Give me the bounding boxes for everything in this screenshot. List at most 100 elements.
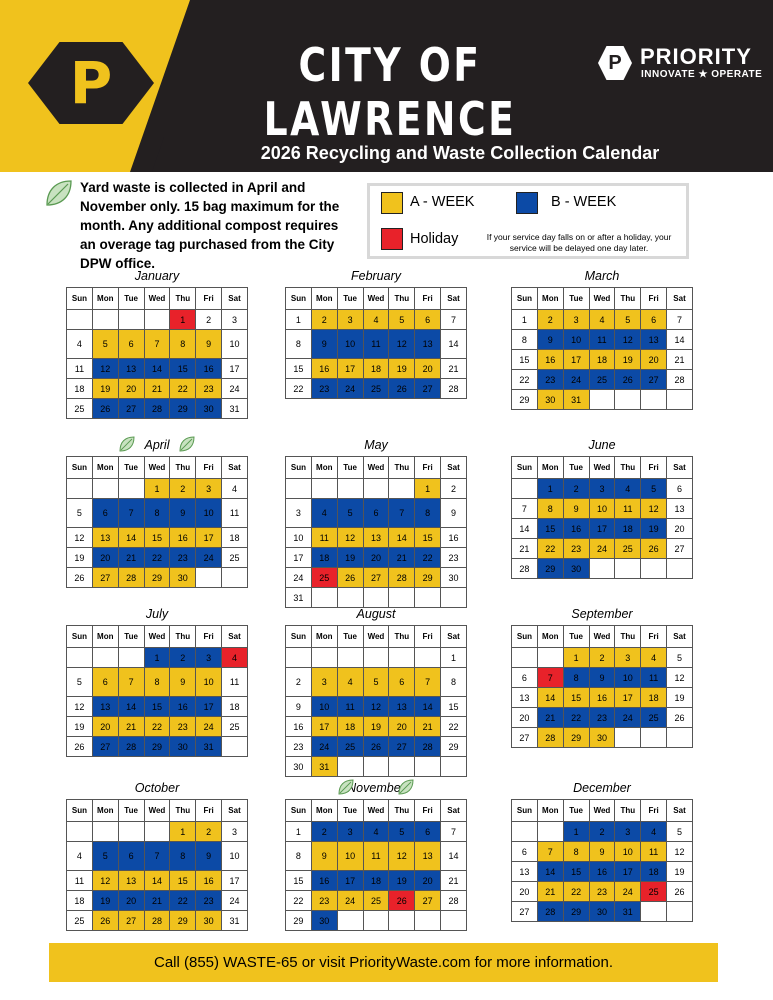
day-cell: 21 xyxy=(143,890,171,911)
day-cell: 10 xyxy=(221,329,248,359)
day-cell: 2 xyxy=(536,309,564,330)
day-cell: 20 xyxy=(666,518,693,539)
day-cell: 9 xyxy=(310,841,338,871)
week-row: 20 21 22 23 24 25 26 xyxy=(511,707,693,728)
month-title: August xyxy=(356,607,396,621)
day-cell xyxy=(511,478,538,499)
day-cell: 17 xyxy=(195,527,223,548)
day-cell: 20 xyxy=(414,870,442,891)
weekday-header: Thu xyxy=(169,287,197,310)
weekday-header: Sun xyxy=(511,287,538,310)
day-cell: 27 xyxy=(117,910,145,931)
brand-tagline: INNOVATE ★ OPERATE xyxy=(641,69,763,80)
day-cell: 9 xyxy=(310,329,338,359)
day-cell: 10 xyxy=(221,841,248,871)
day-cell: 6 xyxy=(414,309,442,330)
weekday-header: Wed xyxy=(588,799,616,822)
day-cell: 2 xyxy=(310,309,338,330)
yard-waste-notice: Yard waste is collected in April and Nov… xyxy=(80,180,340,271)
day-cell xyxy=(195,567,223,588)
week-row: 21 22 23 24 25 26 27 xyxy=(511,538,693,559)
month-table: Sun Mon Tue Wed Thu Fri Sat 1 2 3 4 5 6 7 8 9 10 11 12 13 14… xyxy=(285,456,467,608)
day-cell: 1 xyxy=(285,821,312,842)
day-cell: 14 xyxy=(440,329,467,359)
leaf-icon xyxy=(338,779,354,795)
day-cell: 21 xyxy=(117,547,145,568)
day-cell: 20 xyxy=(511,707,538,728)
day-cell: 17 xyxy=(310,716,338,737)
day-cell: 24 xyxy=(614,707,642,728)
day-cell xyxy=(440,587,467,608)
day-cell: 12 xyxy=(91,358,119,379)
day-cell: 19 xyxy=(91,378,119,399)
day-cell: 14 xyxy=(666,329,693,350)
weekday-header: Tue xyxy=(117,456,145,479)
day-cell: 16 xyxy=(169,696,197,717)
month-title: July xyxy=(145,607,169,621)
day-cell: 29 xyxy=(143,567,171,588)
day-cell: 23 xyxy=(310,890,338,911)
day-cell: 2 xyxy=(588,647,616,668)
day-cell xyxy=(414,756,442,777)
day-cell: 29 xyxy=(440,736,467,757)
day-cell: 18 xyxy=(336,716,364,737)
day-cell: 6 xyxy=(511,841,538,862)
day-cell: 25 xyxy=(640,707,668,728)
week-row: 29 30 xyxy=(285,910,467,931)
week-row: 27 28 29 30 xyxy=(511,727,693,748)
weekday-header: Wed xyxy=(362,799,390,822)
day-cell: 2 xyxy=(195,821,223,842)
weekday-header: Wed xyxy=(143,456,171,479)
day-cell: 22 xyxy=(143,716,171,737)
day-cell: 26 xyxy=(640,538,668,559)
day-cell: 10 xyxy=(562,329,590,350)
day-cell xyxy=(614,389,642,410)
day-cell: 28 xyxy=(117,736,145,757)
day-cell: 23 xyxy=(588,707,616,728)
day-cell xyxy=(536,647,564,668)
day-cell: 23 xyxy=(169,547,197,568)
day-cell: 21 xyxy=(511,538,538,559)
weekday-header: Sun xyxy=(66,287,93,310)
day-cell: 6 xyxy=(91,667,119,697)
day-cell: 28 xyxy=(440,890,467,911)
day-cell: 7 xyxy=(536,667,564,688)
day-cell: 12 xyxy=(336,527,364,548)
day-cell: 24 xyxy=(195,716,223,737)
day-cell: 18 xyxy=(221,527,248,548)
day-cell: 11 xyxy=(640,667,668,688)
weekday-header: Fri xyxy=(640,799,668,822)
b-week-swatch xyxy=(516,192,538,214)
day-cell: 2 xyxy=(310,821,338,842)
day-cell: 22 xyxy=(562,707,590,728)
month-title: September xyxy=(571,607,633,621)
weekday-header: Mon xyxy=(310,287,338,310)
weekday-header: Sat xyxy=(440,287,467,310)
day-cell: 4 xyxy=(336,667,364,697)
day-cell: 5 xyxy=(388,821,416,842)
leaf-icon xyxy=(398,779,414,795)
day-cell xyxy=(66,647,93,668)
day-cell: 18 xyxy=(66,378,93,399)
weekday-header: Tue xyxy=(117,287,145,310)
day-cell: 7 xyxy=(511,498,538,519)
weekday-header: Thu xyxy=(614,287,642,310)
week-row: 6 7 8 9 10 11 12 xyxy=(511,841,693,862)
week-row: 1 xyxy=(285,647,467,668)
week-row: 5 6 7 8 9 10 11 xyxy=(66,498,248,528)
weekday-header: Thu xyxy=(614,456,642,479)
day-cell: 29 xyxy=(169,398,197,419)
weekday-header: Sat xyxy=(221,456,248,479)
day-cell: 16 xyxy=(195,358,223,379)
week-row: 27 28 29 30 31 xyxy=(511,901,693,922)
day-cell: 27 xyxy=(388,736,416,757)
day-cell xyxy=(388,587,416,608)
day-cell: 4 xyxy=(66,329,93,359)
day-cell: 3 xyxy=(221,821,248,842)
day-cell: 18 xyxy=(640,687,668,708)
day-cell: 15 xyxy=(285,870,312,891)
day-cell: 27 xyxy=(91,736,119,757)
day-cell: 9 xyxy=(562,498,590,519)
